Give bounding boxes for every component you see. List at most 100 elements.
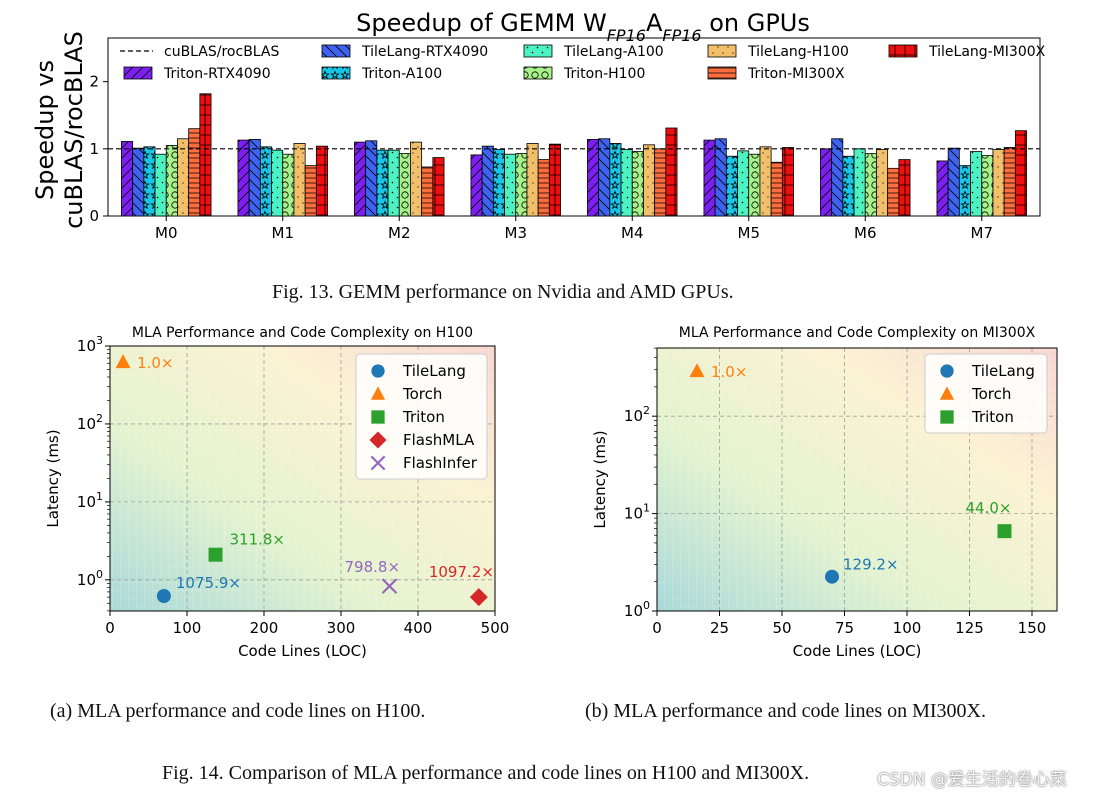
x-tick-label: 0 <box>652 619 662 637</box>
legend-swatch-tilelang-a100 <box>523 44 553 58</box>
x-tick-label: 50 <box>772 619 791 637</box>
bar-triton-a100-m2 <box>376 149 389 217</box>
legend-label-torch: Torch <box>971 385 1011 403</box>
legend-label-triton: Triton <box>971 408 1014 426</box>
bar-tilelang-a100-m3 <box>504 153 517 217</box>
x-tick-label: M3 <box>505 224 528 240</box>
point-flashmla <box>469 588 488 607</box>
legend-marker-torch <box>370 386 386 400</box>
y-tick-label: 101 <box>77 490 103 511</box>
x-axis-label: Code Lines (LOC) <box>793 642 922 660</box>
point-label-triton: 44.0× <box>966 499 1012 517</box>
bar-triton-a100-m6 <box>842 155 855 217</box>
bar-tilelang-h100-m6 <box>876 149 889 217</box>
bar-triton-rtx4090-m7 <box>936 160 949 217</box>
bar-tilelang-mi300x-m6 <box>898 159 911 217</box>
legend-label-flashinfer: FlashInfer <box>403 454 478 472</box>
x-tick-label: 100 <box>173 619 202 637</box>
fig14-caption: Fig. 14. Comparison of MLA performance a… <box>162 762 810 784</box>
scatter-title: MLA Performance and Code Complexity on M… <box>679 325 1036 341</box>
bar-tilelang-a100-m6 <box>853 148 866 217</box>
bar-triton-h100-m2 <box>398 153 411 217</box>
legend-box <box>355 353 488 480</box>
bar-triton-mi300x-m3 <box>537 159 550 217</box>
x-tick-label: M0 <box>155 224 178 240</box>
bar-triton-h100-m0 <box>165 145 178 217</box>
bar-tilelang-rtx4090-m1 <box>248 139 261 217</box>
x-tick-label: M6 <box>854 224 877 240</box>
legend-swatch-triton-a100 <box>321 66 351 80</box>
bar-tilelang-h100-m7 <box>992 149 1005 217</box>
x-tick-label: 150 <box>1018 619 1047 637</box>
x-tick-label: M4 <box>621 224 644 240</box>
bar-triton-h100-m4 <box>631 151 644 217</box>
legend-label-tilelang-mi300x: TileLang-MI300X <box>928 44 1046 60</box>
bar-tilelang-a100-m0 <box>154 153 167 217</box>
bar-tilelang-h100-m3 <box>526 143 539 217</box>
legend-swatch-triton-mi300x <box>707 66 737 80</box>
y-axis-label-line1: Speedup vs <box>31 60 59 200</box>
bar-tilelang-a100-m7 <box>970 151 983 217</box>
bar-tilelang-mi300x-m4 <box>665 127 678 217</box>
scatter-legend: TileLang Torch Triton <box>924 353 1048 434</box>
bar-triton-mi300x-m4 <box>654 148 667 217</box>
point-label-tilelang: 129.2× <box>843 556 899 574</box>
x-tick-label: 125 <box>955 619 984 637</box>
bar-triton-rtx4090-m4 <box>587 139 600 217</box>
bar-triton-h100-m5 <box>748 153 761 217</box>
chart-title: Speedup of GEMM WFP16AFP16 on GPUs <box>356 9 810 45</box>
x-axis-label: Code Lines (LOC) <box>238 642 367 660</box>
legend-swatch-tilelang-rtx4090 <box>321 44 351 58</box>
bar-triton-mi300x-m5 <box>770 161 783 217</box>
point-label-flashmla: 1097.2× <box>429 563 494 581</box>
bar-tilelang-rtx4090-m7 <box>947 147 960 217</box>
bar-triton-h100-m1 <box>282 153 295 217</box>
gemm-speedup-chart: Speedup of GEMM WFP16AFP16 on GPUs Speed… <box>31 9 1046 240</box>
bar-triton-a100-m5 <box>725 155 738 217</box>
bar-tilelang-mi300x-m0 <box>199 93 212 217</box>
bar-tilelang-rtx4090-m5 <box>714 138 727 217</box>
y-tick-label: 101 <box>624 502 650 523</box>
bar-triton-a100-m4 <box>609 143 622 217</box>
bar-triton-h100-m6 <box>864 153 877 217</box>
legend-swatch-triton-h100 <box>523 66 553 80</box>
bar-tilelang-rtx4090-m2 <box>365 140 378 217</box>
watermark: CSDN @爱生活的卷心菜 <box>877 770 1067 790</box>
legend-label-triton-mi300x: Triton-MI300X <box>747 66 845 82</box>
y-axis-label: Latency (ms) <box>44 429 62 527</box>
bar-tilelang-a100-m5 <box>737 150 750 217</box>
legend-label-tilelang-a100: TileLang-A100 <box>563 44 664 60</box>
bar-tilelang-a100-m2 <box>387 149 400 217</box>
y-axis-label: Latency (ms) <box>591 430 609 528</box>
chart-title-sub1: FP16 <box>607 26 646 45</box>
x-tick-label: 100 <box>893 619 922 637</box>
legend-label-flashmla: FlashMLA <box>403 431 475 449</box>
fig13-caption: Fig. 13. GEMM performance on Nvidia and … <box>272 281 734 303</box>
legend-label-tilelang-rtx4090: TileLang-RTX4090 <box>361 44 488 60</box>
x-tick-label: 500 <box>481 619 510 637</box>
mla-mi300x-scatter: MLA Performance and Code Complexity on M… <box>591 325 1058 660</box>
scatter-title: MLA Performance and Code Complexity on H… <box>132 325 473 341</box>
legend-label-torch: Torch <box>402 385 442 403</box>
x-tick-label: 0 <box>105 619 115 637</box>
plot-frame <box>107 37 1041 217</box>
legend-marker-torch <box>939 386 955 400</box>
point-label-flashinfer: 798.8× <box>345 558 401 576</box>
x-tick-label: M2 <box>388 224 411 240</box>
legend-label-triton-h100: Triton-H100 <box>563 66 645 82</box>
legend-label-triton: Triton <box>402 408 445 426</box>
bar-triton-mi300x-m0 <box>188 128 201 217</box>
bar-triton-rtx4090-m2 <box>354 141 367 217</box>
bar-tilelang-h100-m5 <box>759 146 772 217</box>
legend-label-triton-a100: Triton-A100 <box>361 66 442 82</box>
legend-swatch-triton-rtx4090 <box>123 66 153 80</box>
legend-box <box>924 353 1048 434</box>
x-tick-label: M1 <box>272 224 295 240</box>
bar-tilelang-h100-m0 <box>177 138 190 217</box>
bar-triton-h100-m7 <box>981 155 994 217</box>
legend-marker-tilelang <box>371 364 385 378</box>
plot-frame <box>109 345 496 612</box>
x-tick-label: 300 <box>327 619 356 637</box>
fig14b-subcaption: (b) MLA performance and code lines on MI… <box>585 700 986 722</box>
x-tick-label: M7 <box>971 224 994 240</box>
